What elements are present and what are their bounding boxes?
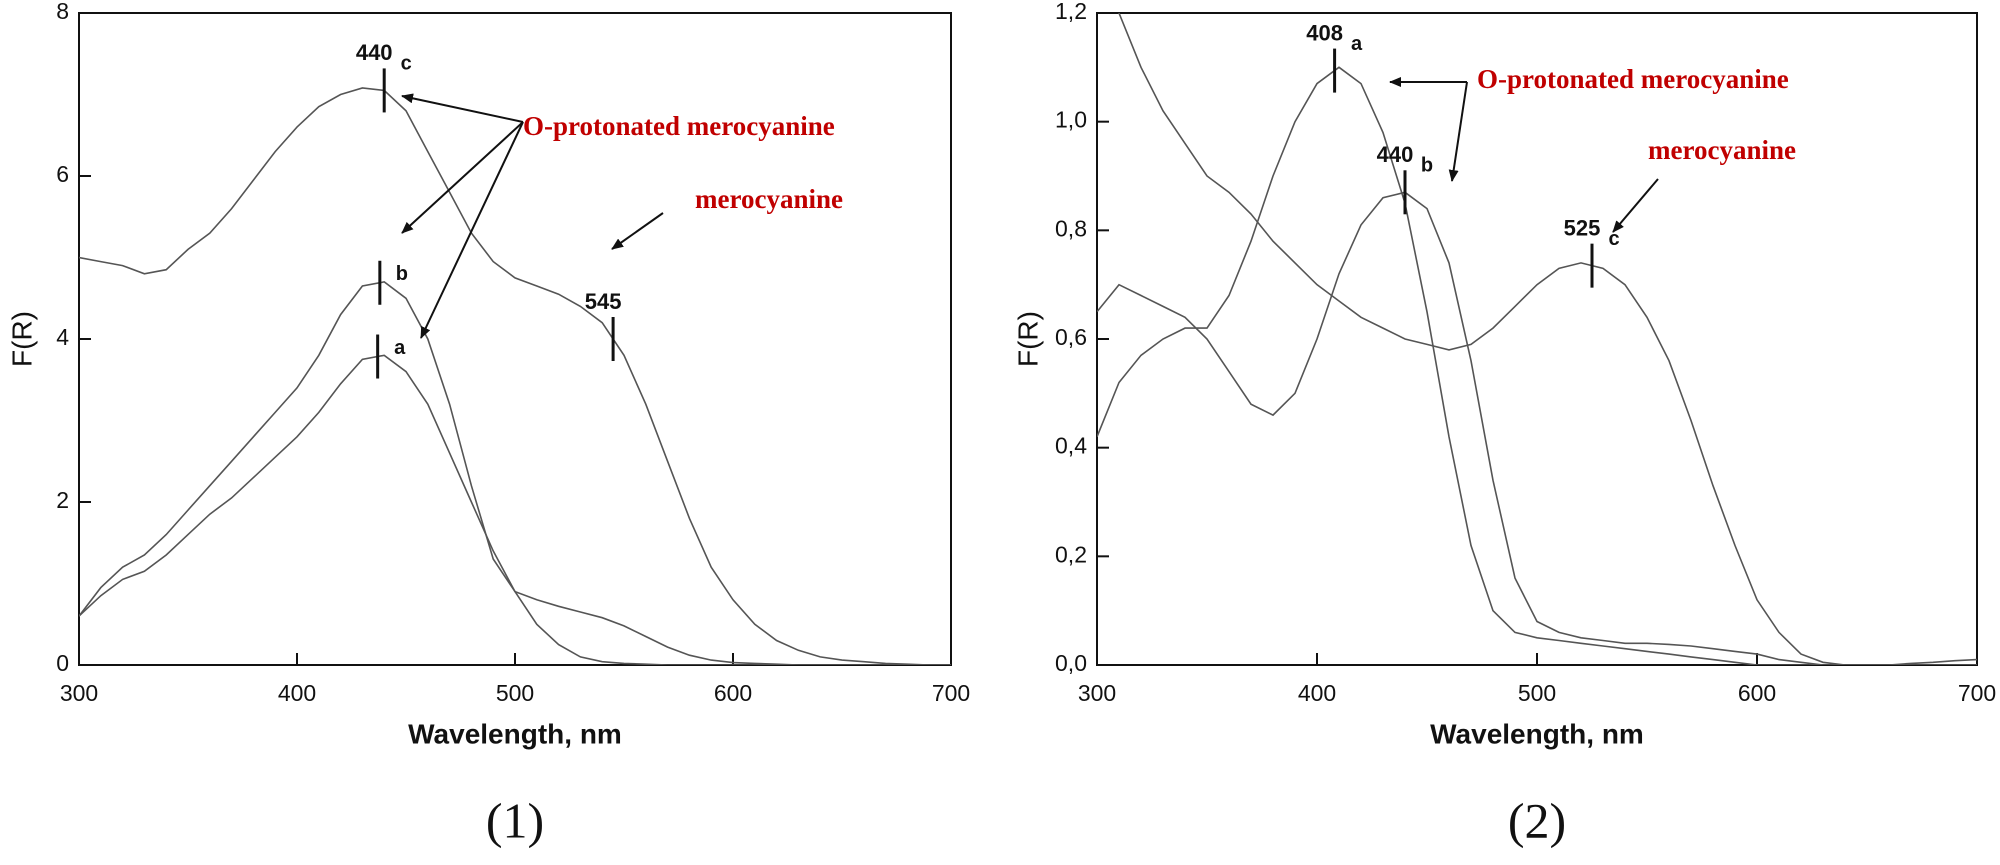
- x-tick-label: 500: [1518, 680, 1556, 706]
- peak-label: 440: [1377, 142, 1414, 167]
- panel-label: (2): [1508, 792, 1566, 848]
- annotation-arrow: [401, 121, 524, 234]
- y-tick-label: 2: [56, 487, 69, 513]
- y-tick-label: 0,0: [1055, 650, 1087, 676]
- y-tick-label: 0,4: [1055, 433, 1087, 459]
- curve-letter: a: [394, 337, 406, 359]
- annotation: O-protonated merocyanine: [523, 111, 835, 141]
- series-line: [1097, 191, 1977, 665]
- curve-letter: a: [1351, 33, 1363, 55]
- y-tick-label: 0,2: [1055, 541, 1087, 567]
- x-tick-label: 700: [932, 680, 970, 706]
- y-tick-label: 0: [56, 650, 69, 676]
- x-tick-label: 300: [1078, 680, 1116, 706]
- x-tick-label: 600: [714, 680, 752, 706]
- x-tick-label: 500: [496, 680, 534, 706]
- annotation-arrow: [420, 121, 524, 339]
- annotation: O-protonated merocyanine: [1477, 64, 1789, 94]
- annotation: merocyanine: [1648, 135, 1796, 165]
- peak-label: 440: [356, 40, 393, 65]
- series-line: [1118, 13, 1977, 665]
- x-tick-label: 400: [278, 680, 316, 706]
- peak-label: 408: [1306, 20, 1343, 45]
- curve-letter: b: [1421, 155, 1433, 177]
- y-axis-title: F(R): [6, 311, 37, 367]
- curve-letter: b: [396, 263, 408, 285]
- peak-label: 525: [1564, 215, 1601, 240]
- y-tick-label: 6: [56, 161, 69, 187]
- series-line: [79, 354, 951, 665]
- annotation-arrow: [1612, 178, 1659, 233]
- curve-letter: c: [1608, 228, 1619, 250]
- annotation-arrow: [1448, 81, 1468, 182]
- series-line: [1097, 66, 1977, 665]
- series-line: [79, 87, 951, 665]
- x-tick-label: 300: [60, 680, 98, 706]
- y-tick-label: 1,2: [1055, 0, 1087, 24]
- x-axis-title: Wavelength, nm: [1430, 718, 1644, 749]
- y-tick-label: 0,8: [1055, 215, 1087, 241]
- peak-label: 545: [585, 289, 622, 314]
- curve-letter: c: [401, 53, 412, 75]
- y-tick-label: 1,0: [1055, 107, 1087, 133]
- y-axis-title: F(R): [1012, 311, 1043, 367]
- x-axis-title: Wavelength, nm: [408, 718, 622, 749]
- annotation-arrow: [611, 212, 664, 250]
- series-line: [79, 281, 951, 665]
- annotation: merocyanine: [695, 184, 843, 214]
- x-tick-label: 400: [1298, 680, 1336, 706]
- x-tick-label: 600: [1738, 680, 1776, 706]
- y-tick-label: 8: [56, 0, 69, 24]
- y-tick-label: 0,6: [1055, 324, 1087, 350]
- x-tick-label: 700: [1958, 680, 1996, 706]
- y-tick-label: 4: [56, 324, 69, 350]
- panel-label: (1): [486, 792, 544, 848]
- plot-frame: [1096, 12, 1978, 666]
- annotation-arrow: [401, 93, 524, 123]
